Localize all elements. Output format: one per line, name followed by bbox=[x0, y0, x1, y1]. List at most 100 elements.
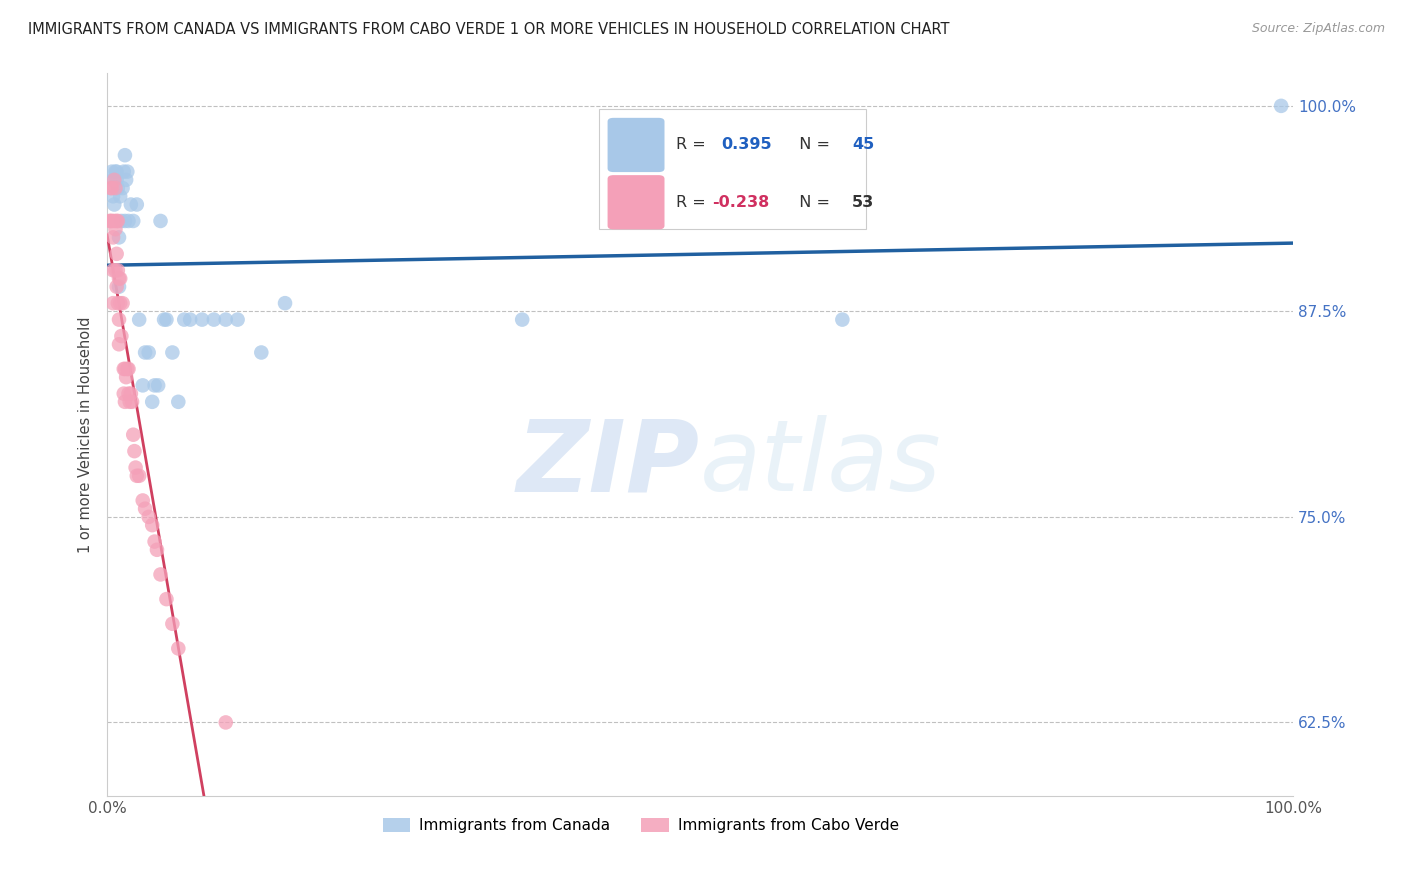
Point bbox=[105, 164, 128, 178]
Point bbox=[107, 181, 129, 195]
Point bbox=[101, 230, 124, 244]
Point bbox=[112, 164, 135, 178]
Point bbox=[202, 312, 225, 326]
Point bbox=[1270, 99, 1292, 113]
Point bbox=[149, 567, 172, 582]
Point bbox=[108, 271, 131, 285]
Point bbox=[107, 296, 129, 310]
Point bbox=[101, 263, 124, 277]
Point bbox=[108, 296, 131, 310]
Point bbox=[117, 362, 139, 376]
Point bbox=[105, 279, 128, 293]
Text: -0.238: -0.238 bbox=[711, 194, 769, 210]
Legend: Immigrants from Canada, Immigrants from Cabo Verde: Immigrants from Canada, Immigrants from … bbox=[377, 812, 905, 839]
Point bbox=[108, 337, 131, 351]
Point bbox=[107, 214, 129, 228]
Point bbox=[108, 230, 131, 244]
Text: IMMIGRANTS FROM CANADA VS IMMIGRANTS FROM CABO VERDE 1 OR MORE VEHICLES IN HOUSE: IMMIGRANTS FROM CANADA VS IMMIGRANTS FRO… bbox=[28, 22, 949, 37]
Point bbox=[134, 345, 156, 359]
Point bbox=[124, 460, 146, 475]
Point bbox=[112, 362, 135, 376]
Point bbox=[124, 444, 146, 458]
Point bbox=[153, 312, 176, 326]
Text: atlas: atlas bbox=[700, 415, 942, 512]
Point bbox=[122, 214, 145, 228]
Point bbox=[114, 148, 136, 162]
Point bbox=[120, 386, 142, 401]
Point bbox=[108, 279, 131, 293]
Point bbox=[162, 616, 184, 631]
Point bbox=[138, 509, 160, 524]
Point bbox=[146, 542, 169, 557]
Point bbox=[138, 345, 160, 359]
Point bbox=[141, 518, 163, 533]
Y-axis label: 1 or more Vehicles in Household: 1 or more Vehicles in Household bbox=[79, 317, 93, 553]
Point bbox=[117, 214, 139, 228]
Point bbox=[162, 345, 184, 359]
Point bbox=[101, 189, 124, 203]
Point bbox=[115, 173, 138, 187]
Point bbox=[143, 534, 166, 549]
Point bbox=[101, 181, 124, 195]
Point bbox=[104, 181, 127, 195]
Point bbox=[121, 394, 143, 409]
Point bbox=[103, 173, 125, 187]
Point bbox=[134, 501, 156, 516]
Point bbox=[141, 394, 163, 409]
Point bbox=[167, 641, 190, 656]
Text: 53: 53 bbox=[852, 194, 875, 210]
Point bbox=[155, 312, 177, 326]
Point bbox=[125, 197, 148, 211]
Point bbox=[274, 296, 297, 310]
Point bbox=[117, 386, 139, 401]
Point bbox=[173, 312, 195, 326]
Point bbox=[149, 214, 172, 228]
Point bbox=[115, 370, 138, 384]
Point bbox=[101, 214, 124, 228]
Point bbox=[122, 427, 145, 442]
Point bbox=[105, 214, 128, 228]
Point bbox=[125, 468, 148, 483]
Text: ZIP: ZIP bbox=[517, 415, 700, 512]
Text: 45: 45 bbox=[852, 137, 875, 153]
Point bbox=[114, 394, 136, 409]
Text: R =: R = bbox=[676, 194, 711, 210]
Point bbox=[104, 164, 127, 178]
Point bbox=[98, 214, 121, 228]
Point bbox=[215, 312, 238, 326]
Point bbox=[155, 592, 177, 607]
Point bbox=[101, 173, 124, 187]
FancyBboxPatch shape bbox=[599, 109, 866, 228]
Point bbox=[111, 296, 134, 310]
Point bbox=[510, 312, 533, 326]
Point bbox=[114, 362, 136, 376]
Point bbox=[146, 378, 169, 392]
Point bbox=[114, 214, 136, 228]
Point bbox=[105, 173, 128, 187]
Point bbox=[104, 222, 127, 236]
Point bbox=[101, 296, 124, 310]
Point bbox=[107, 263, 129, 277]
Point bbox=[110, 329, 132, 343]
Point bbox=[226, 312, 249, 326]
Point bbox=[132, 378, 155, 392]
Point bbox=[104, 263, 127, 277]
Text: N =: N = bbox=[789, 194, 835, 210]
Point bbox=[117, 164, 139, 178]
Point bbox=[128, 312, 150, 326]
Point bbox=[100, 181, 122, 195]
Point bbox=[250, 345, 273, 359]
Text: N =: N = bbox=[789, 137, 835, 153]
FancyBboxPatch shape bbox=[607, 175, 665, 229]
Point bbox=[101, 164, 124, 178]
Point bbox=[108, 189, 131, 203]
Point bbox=[103, 214, 125, 228]
Point bbox=[108, 271, 131, 285]
Point bbox=[105, 247, 128, 261]
Point bbox=[103, 197, 125, 211]
Point bbox=[108, 312, 131, 326]
Point bbox=[167, 394, 190, 409]
Point bbox=[191, 312, 214, 326]
Point bbox=[831, 312, 853, 326]
Point bbox=[128, 468, 150, 483]
